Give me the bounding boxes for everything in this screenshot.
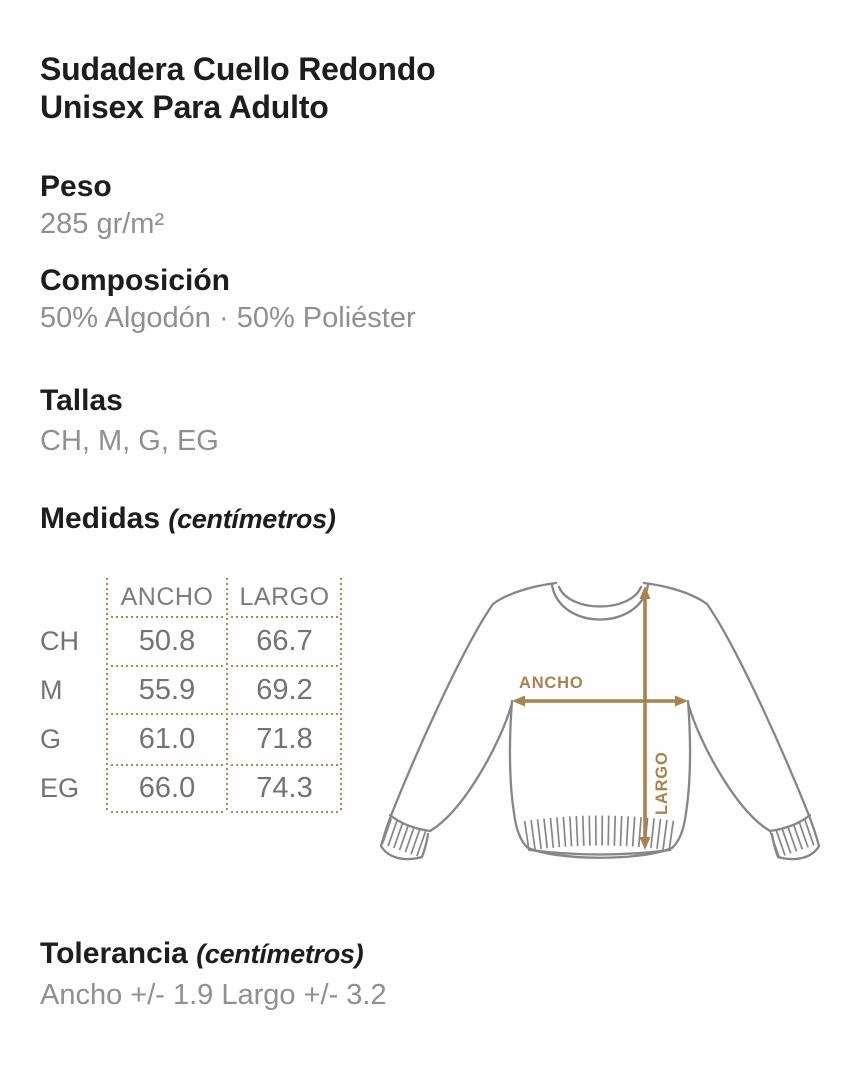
tallas-heading: Tallas (40, 384, 123, 417)
ancho-arrowhead-left (512, 695, 525, 707)
cell-ch-ancho: 50.8 (107, 617, 227, 667)
largo-arrowhead-top (639, 586, 651, 599)
sweatshirt-measurement-diagram: ANCHO LARGO (380, 581, 821, 861)
table-divider-right (340, 578, 342, 812)
table-divider-left (106, 578, 108, 812)
tallas-value: CH, M, G, EG (40, 425, 219, 457)
cell-eg-ancho: 66.0 (107, 765, 227, 813)
ancho-diagram-label: ANCHO (519, 674, 584, 692)
tolerancia-heading-label: Tolerancia (40, 937, 188, 970)
sweatshirt-ribbing (381, 815, 819, 858)
largo-diagram-label: LARGO (653, 751, 671, 815)
row-label-eg: EG (40, 773, 80, 803)
product-title: Sudadera Cuello Redondo Unisex Para Adul… (40, 51, 436, 125)
cell-eg-largo: 74.3 (227, 765, 342, 813)
medidas-heading: Medidas (centímetros) (40, 502, 336, 536)
cell-g-largo: 71.8 (227, 714, 342, 766)
peso-value: 285 gr/m² (40, 208, 165, 240)
row-label-ch: CH (40, 626, 79, 656)
sweatshirt-outline (380, 581, 821, 861)
row-label-g: G (40, 724, 62, 754)
cell-g-ancho: 61.0 (107, 714, 227, 766)
peso-heading: Peso (40, 170, 112, 203)
size-table: ANCHO LARGO CH 50.8 66.7 M 55.9 69.2 G 6… (40, 578, 342, 813)
composicion-value: 50% Algodón · 50% Poliéster (40, 302, 416, 334)
cell-m-ancho: 55.9 (107, 666, 227, 715)
medidas-heading-label: Medidas (40, 502, 161, 535)
cell-ch-largo: 66.7 (227, 617, 342, 667)
cell-m-largo: 69.2 (227, 666, 342, 715)
largo-measure-arrow: LARGO (639, 586, 671, 850)
column-header-largo: LARGO (227, 578, 342, 618)
column-header-ancho: ANCHO (107, 578, 227, 618)
composicion-heading: Composición (40, 264, 231, 297)
row-label-m: M (40, 674, 63, 705)
medidas-unit-note: (centímetros) (168, 504, 336, 534)
tolerancia-heading: Tolerancia (centímetros) (40, 937, 364, 971)
ancho-measure-arrow: ANCHO (512, 674, 688, 707)
tolerancia-value: Ancho +/- 1.9 Largo +/- 3.2 (40, 979, 387, 1011)
tolerancia-unit-note: (centímetros) (196, 939, 364, 969)
size-table-corner (40, 578, 107, 617)
ancho-arrowhead-right (675, 695, 688, 707)
largo-arrowhead-bottom (639, 837, 651, 850)
table-divider-middle (226, 578, 228, 812)
